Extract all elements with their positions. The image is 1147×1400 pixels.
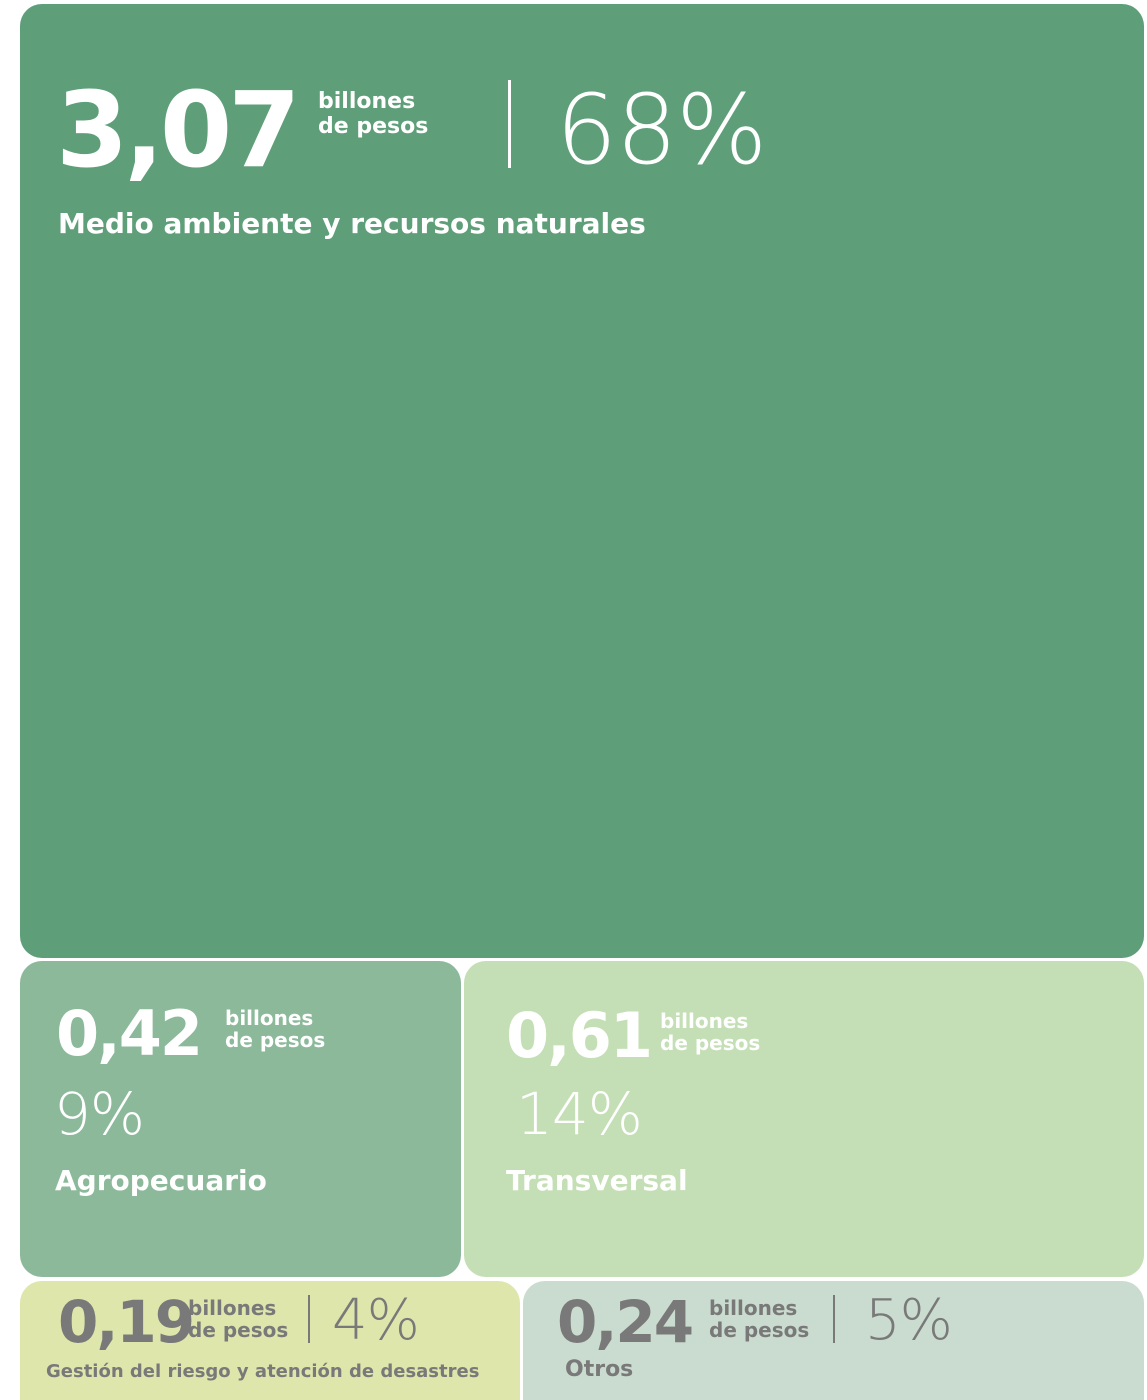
treemap-tile-transversal: 0,61 billones de pesos 14% Transversal [464, 961, 1144, 1277]
tile-divider [833, 1295, 835, 1343]
tile-unit-label: billones de pesos [188, 1296, 289, 1343]
treemap-tile-medio-ambiente: 3,07 billones de pesos 68% Medio ambient… [20, 4, 1144, 958]
tile-value: 0,19 [58, 1288, 195, 1356]
tile-unit-label: billones de pesos [660, 1009, 761, 1056]
tile-category-label: Medio ambiente y recursos naturales [58, 207, 646, 240]
treemap-tile-agropecuario: 0,42 billones de pesos 9% Agropecuario [20, 961, 461, 1277]
treemap-tile-otros: 0,24 billones de pesos 5% Otros [523, 1281, 1144, 1400]
tile-value: 0,42 [56, 997, 203, 1070]
tile-divider [508, 80, 511, 168]
tile-category-label: Transversal [506, 1164, 688, 1197]
tile-value: 3,07 [56, 69, 301, 191]
tile-unit-label: billones de pesos [225, 1006, 326, 1053]
tile-unit-label: billones de pesos [318, 89, 429, 139]
tile-divider [308, 1295, 310, 1343]
tile-category-label: Agropecuario [55, 1164, 267, 1197]
tile-category-label: Gestión del riesgo y atención de desastr… [46, 1361, 480, 1382]
tile-category-label: Otros [565, 1357, 634, 1382]
tile-percent: 68% [556, 74, 767, 186]
tile-percent: 5% [865, 1288, 953, 1353]
tile-percent: 14% [516, 1080, 643, 1148]
treemap-tile-gestion-riesgo: 0,19 billones de pesos 4% Gestión del ri… [20, 1281, 520, 1400]
tile-percent: 9% [54, 1080, 145, 1148]
tile-percent: 4% [332, 1288, 420, 1353]
tile-value: 0,24 [557, 1288, 694, 1356]
tile-value: 0,61 [506, 999, 653, 1072]
tile-unit-label: billones de pesos [709, 1296, 810, 1343]
